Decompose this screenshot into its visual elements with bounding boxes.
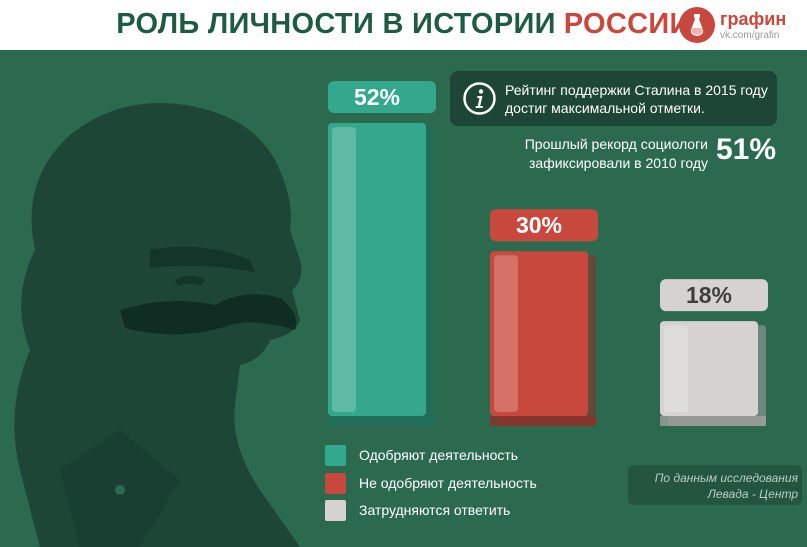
bar-highlight-undecided bbox=[664, 325, 688, 412]
bar-highlight-approve bbox=[332, 127, 356, 412]
logo[interactable]: графин vk.com/grafin bbox=[678, 6, 802, 44]
record-line-2: зафиксировали в 2010 году bbox=[529, 155, 708, 171]
legend-swatch-approve bbox=[325, 445, 346, 466]
legend-label-approve: Одобряют деятельность bbox=[359, 447, 519, 463]
legend-label-undecided: Затрудняются ответить bbox=[359, 502, 511, 518]
legend-item-approve: Одобряют деятельность bbox=[325, 445, 625, 467]
source-line-1: По данным исследования bbox=[654, 471, 798, 485]
bar-approve bbox=[328, 123, 426, 416]
header-bar: РОЛЬ ЛИЧНОСТИ В ИСТОРИИ РОССИИ графин vk.… bbox=[0, 0, 807, 50]
record-note: Прошлый рекорд социологи зафиксировали в… bbox=[480, 135, 708, 173]
value-label-box-approve bbox=[328, 81, 436, 113]
bar-base-approve bbox=[328, 416, 434, 426]
callout-text: Рейтинг поддержки Сталина в 2015 году до… bbox=[505, 82, 768, 116]
bar-disapprove bbox=[490, 251, 588, 416]
legend-swatch-undecided bbox=[325, 500, 346, 521]
carafe-icon bbox=[679, 7, 715, 43]
logo-name: графин bbox=[720, 9, 787, 29]
record-value: 51% bbox=[716, 133, 777, 166]
source-note: По данным исследования Левада - Центр bbox=[628, 465, 802, 505]
bar-base-undecided bbox=[660, 416, 766, 426]
logo-url: vk.com/grafin bbox=[720, 30, 780, 41]
bar-highlight-disapprove bbox=[494, 255, 518, 412]
bar-undecided bbox=[660, 321, 758, 416]
value-label-approve: 52% bbox=[354, 84, 400, 110]
title-part-1: РОЛЬ ЛИЧНОСТИ В ИСТОРИИ bbox=[116, 8, 556, 40]
value-label-box-undecided bbox=[660, 279, 768, 312]
page-title: РОЛЬ ЛИЧНОСТИ В ИСТОРИИ РОССИИ bbox=[0, 8, 807, 41]
source-text: По данным исследования Левада - Центр bbox=[628, 470, 798, 502]
value-label-box-disapprove bbox=[490, 209, 598, 242]
stalin-silhouette bbox=[14, 103, 302, 547]
title-part-2: РОССИИ bbox=[563, 8, 691, 40]
record-line-1: Прошлый рекорд социологи bbox=[524, 136, 708, 152]
legend-item-disapprove: Не одобряют деятельность bbox=[325, 473, 625, 495]
value-label-disapprove: 30% bbox=[516, 212, 562, 238]
bar-base-disapprove bbox=[490, 416, 596, 426]
legend-label-disapprove: Не одобряют деятельность bbox=[359, 475, 537, 491]
value-label-undecided: 18% bbox=[686, 282, 732, 308]
legend-item-undecided: Затрудняются ответить bbox=[325, 500, 625, 522]
source-line-2: Левада - Центр bbox=[707, 487, 798, 501]
info-callout: Рейтинг поддержки Сталина в 2015 году до… bbox=[450, 71, 777, 126]
info-icon bbox=[463, 82, 496, 115]
legend-swatch-disapprove bbox=[325, 473, 346, 494]
